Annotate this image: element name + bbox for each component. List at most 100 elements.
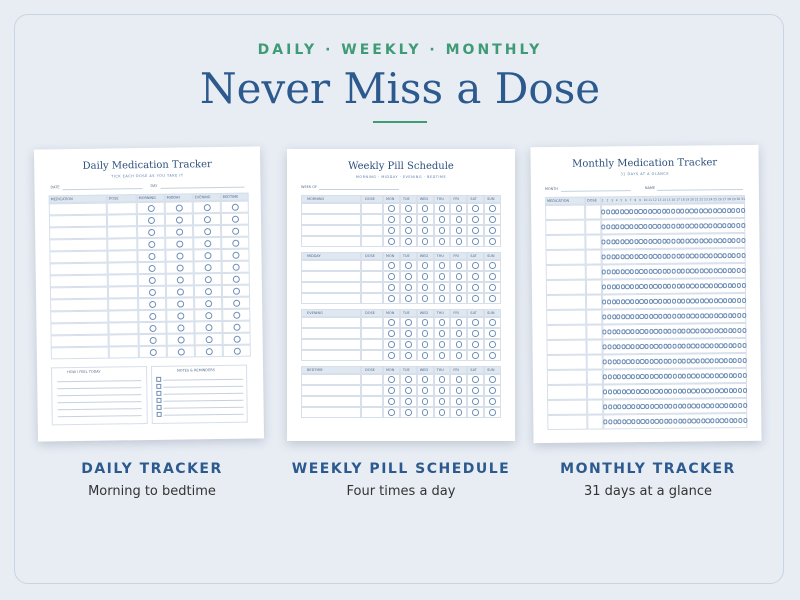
check-circle [638,254,644,259]
cell [108,298,139,311]
check-circle [231,215,239,223]
check-circle [728,358,733,363]
check-circle [647,209,653,214]
check-circle [719,403,724,408]
cell [416,339,434,350]
check-circle [607,344,612,349]
check-circle [624,224,629,229]
cell [416,317,434,328]
check-circle [438,387,446,394]
check-circle [622,419,627,424]
check-circle [232,275,240,283]
check-circle [672,314,677,319]
check-circle [677,389,682,394]
check-circle [438,262,446,269]
check-circle [634,284,639,289]
cell [545,234,586,251]
check-circle [704,283,709,288]
day-label: WED [419,368,429,372]
checkbox [156,404,162,410]
check-circle [741,313,747,318]
check-circle [421,262,429,269]
check-circle [710,418,715,423]
cell [433,271,451,282]
check-circle [625,314,630,319]
check-circle [438,227,446,234]
check-circle [615,224,620,229]
check-circle [714,358,719,363]
card-title: Monthly Medication Tracker [572,157,718,170]
check-circle [662,329,668,334]
check-circle [689,238,695,244]
check-circle [645,404,650,409]
check-circle [620,299,626,304]
section-label: HOW I FEEL TODAY [67,369,101,375]
check-circle [700,388,705,394]
check-circle [713,283,718,288]
check-circle [631,389,636,394]
check-circle [741,298,746,303]
day-label: SUN [487,254,495,258]
check-circle [654,374,659,379]
check-circle [204,263,212,271]
cell [433,396,451,407]
check-circle [455,341,463,348]
check-circle [676,254,681,259]
cell [547,414,588,431]
check-circle [705,358,710,363]
check-circle [714,403,720,408]
cell [49,238,108,252]
check-circle [635,329,640,334]
cell [361,282,383,293]
check-circle [421,352,429,359]
check-circle [472,295,479,302]
section-label: NOTES & REMINDERS [177,368,215,373]
header-cell [301,366,361,374]
check-circle [624,209,629,214]
check-circle [635,344,640,349]
cell [467,339,485,350]
check-circle [704,313,709,318]
check-circle [736,238,741,243]
check-circle [672,344,677,349]
check-circle [607,389,613,394]
check-circle [723,343,728,348]
cell [433,350,451,361]
check-circle [690,313,695,319]
check-circle [620,254,625,259]
check-circle [612,404,617,409]
cell [433,293,451,304]
check-circle [653,314,658,319]
check-circle [606,269,611,274]
check-circle [175,240,183,248]
check-circle [705,418,710,423]
check-circle [645,419,650,424]
check-circle [472,205,479,212]
cell [433,317,451,328]
check-circle [687,418,692,424]
day-number: 13 [657,197,662,202]
check-circle [737,328,742,333]
cell [301,293,361,304]
check-circle [722,253,727,258]
check-circle [685,238,690,244]
check-circle [455,205,463,212]
check-circle [148,300,156,308]
cell [416,225,434,236]
check-circle [700,328,705,334]
check-circle [652,224,657,229]
check-circle [639,344,645,349]
check-circle [648,314,654,319]
check-circle [727,298,732,303]
check-circle [489,319,496,326]
check-circle [233,347,241,355]
header-cell [467,309,485,317]
check-circle [685,268,690,274]
header-cell [383,366,400,374]
cell [416,328,434,339]
check-circle [404,238,412,245]
check-circle [472,352,479,359]
check-circle [649,419,655,424]
check-circle [176,288,184,296]
check-circle [690,253,695,259]
